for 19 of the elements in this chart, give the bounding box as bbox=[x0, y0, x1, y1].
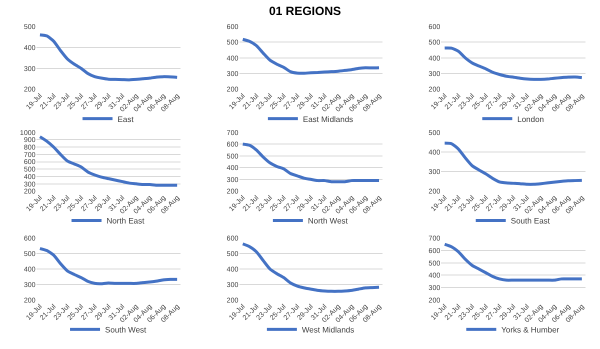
line-series bbox=[241, 242, 381, 293]
chart-title: 01 REGIONS bbox=[268, 4, 342, 18]
legend-label: London bbox=[517, 114, 544, 124]
legend-label: North West bbox=[308, 216, 349, 226]
line-series bbox=[241, 142, 381, 184]
line-series bbox=[241, 38, 381, 75]
line-series bbox=[38, 33, 179, 82]
line-series bbox=[443, 142, 584, 186]
legend-label: North East bbox=[106, 216, 146, 226]
legend-label: West Midlands bbox=[302, 325, 354, 334]
line-series bbox=[38, 247, 179, 286]
legend-label: Yorks & Humber bbox=[501, 325, 560, 334]
line-series bbox=[443, 46, 584, 81]
legend-label: East bbox=[118, 114, 134, 124]
line-series bbox=[443, 242, 584, 282]
line-series bbox=[38, 135, 179, 187]
legend-label: South East bbox=[510, 216, 551, 226]
legend-label: East Midlands bbox=[302, 114, 354, 124]
legend-label: South West bbox=[105, 325, 148, 334]
